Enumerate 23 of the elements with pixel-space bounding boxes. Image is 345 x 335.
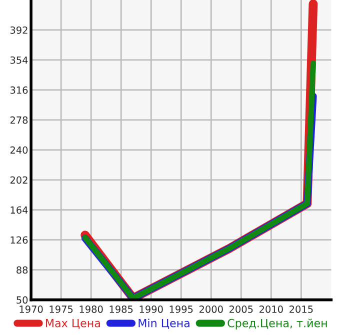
- y-tick-label: 278: [10, 116, 28, 124]
- y-tick-label: 240: [10, 146, 28, 154]
- x-tick-label: 2015: [290, 306, 313, 313]
- x-tick-label: 2000: [199, 306, 223, 313]
- legend-label: Max Цена: [46, 319, 100, 329]
- y-tick-label: 50: [16, 296, 28, 304]
- x-tick-label: 1975: [50, 306, 73, 313]
- y-tick-label: 88: [16, 266, 28, 274]
- x-tick-label: 1970: [20, 306, 43, 313]
- y-tick-label: 316: [10, 86, 28, 94]
- y-tick-label: 354: [10, 56, 28, 64]
- y-tick-label: 126: [10, 236, 28, 244]
- x-tick-label: 1985: [110, 306, 133, 313]
- x-tick-label: 1995: [170, 306, 193, 313]
- legend-label: Сред.Цена, т.йен: [228, 318, 327, 330]
- x-tick-label: 1990: [140, 306, 163, 313]
- x-tick-label: 2010: [260, 306, 283, 313]
- y-tick-label: 392: [10, 26, 28, 34]
- x-tick-label: 2005: [229, 306, 253, 313]
- y-tick-label: 164: [10, 206, 28, 214]
- x-tick-label: 1980: [80, 306, 103, 313]
- legend-label: Min Цена: [138, 318, 190, 329]
- y-tick-label: 202: [10, 176, 28, 184]
